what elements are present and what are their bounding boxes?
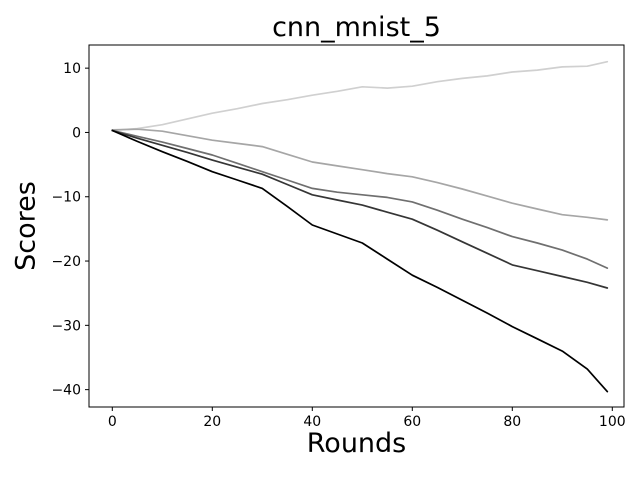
x-tick-label: 80 — [503, 414, 521, 430]
series-line-lightest-gray — [111, 60, 609, 132]
x-tick-label: 60 — [403, 414, 421, 430]
series-line-dark-gray — [111, 129, 609, 289]
x-tick-label: 0 — [108, 414, 117, 430]
y-tick-label: −20 — [51, 254, 81, 270]
y-axis-label: Scores — [10, 181, 42, 271]
y-tick-label: −40 — [51, 383, 81, 399]
x-tick-label: 40 — [303, 414, 321, 430]
y-tick-label: 10 — [63, 61, 81, 77]
x-tick-label: 100 — [599, 414, 626, 430]
chart-title: cnn_mnist_5 — [272, 12, 441, 43]
x-tick-label: 20 — [203, 414, 221, 430]
axes-border — [88, 44, 625, 408]
series-line-black — [111, 129, 609, 393]
series-line-medium-gray — [111, 129, 609, 269]
y-tick-label: −30 — [51, 318, 81, 334]
y-tick-label: 0 — [72, 125, 81, 141]
y-tick-label: −10 — [51, 190, 81, 206]
x-axis-label: Rounds — [306, 428, 407, 459]
series-line-light-gray — [111, 128, 609, 221]
